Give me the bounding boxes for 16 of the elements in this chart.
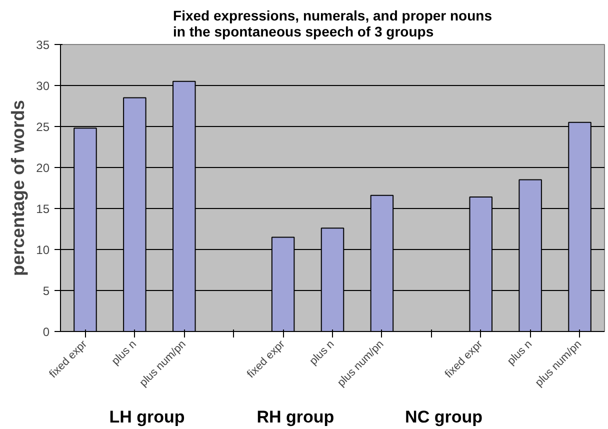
text: RH group xyxy=(256,408,334,426)
text: LH group xyxy=(109,408,185,426)
y-tick-label: 5 xyxy=(42,284,50,298)
y-axis-title: percentage of words xyxy=(8,100,28,276)
x-tick-label: plus n xyxy=(110,338,139,368)
y-tick-label: 15 xyxy=(36,202,50,216)
x-tick-label: plus n xyxy=(505,338,535,368)
y-tick-label: 35 xyxy=(36,38,50,52)
y-tick-label: 20 xyxy=(36,161,50,175)
y-tick-label: 25 xyxy=(36,120,50,134)
y-tick-label: 10 xyxy=(36,243,50,257)
y-tick-label: 0 xyxy=(42,325,50,339)
text: NC group xyxy=(405,408,482,426)
x-tick-label: plus n xyxy=(308,338,337,368)
chart-title: Fixed expressions, numerals, and proper nouns in the spontaneous speech of 3 groups xyxy=(173,8,492,40)
y-tick-label: 30 xyxy=(36,79,50,93)
